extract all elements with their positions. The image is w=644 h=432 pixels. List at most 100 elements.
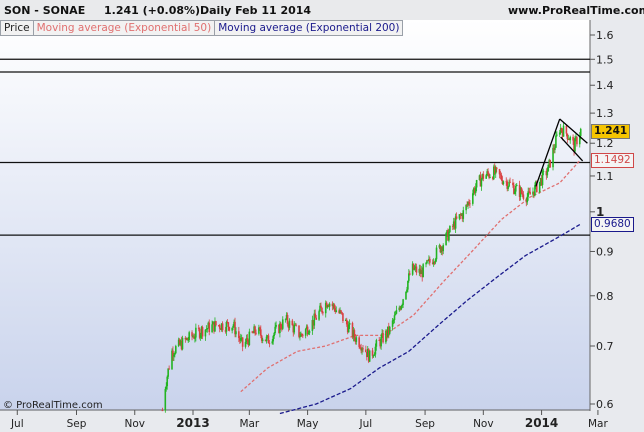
y-tick-label: 0.7 [596, 340, 614, 353]
candle-body [394, 313, 397, 316]
candle-body [529, 191, 531, 195]
candle-body [514, 191, 516, 194]
candle-body [438, 245, 441, 248]
candle-body [244, 341, 247, 347]
candle-body [268, 343, 271, 345]
candle-body [308, 330, 311, 334]
candle-body [255, 332, 257, 334]
candle-body [558, 132, 561, 135]
candle-body [347, 324, 350, 333]
candle-body [302, 334, 304, 336]
candle-body [165, 386, 168, 390]
ema200-line [279, 223, 582, 415]
candle-body [467, 202, 469, 206]
legend-ema50[interactable]: Moving average (Exponential 50) [33, 20, 216, 36]
candle-body [478, 175, 481, 181]
candle-body [411, 263, 414, 275]
candle-body [392, 320, 395, 321]
candle-body [358, 337, 360, 348]
candle-body [509, 181, 511, 183]
candle-body [311, 319, 314, 331]
candle-body [500, 174, 503, 181]
title-bar: SON - SONAE 1.241 (+0.08%) Daily Feb 11 … [0, 0, 644, 21]
candle-body [188, 332, 190, 340]
candle-body [432, 261, 435, 264]
candle-body [487, 171, 489, 174]
candle-body [266, 335, 269, 337]
candle-body [245, 338, 248, 342]
candle-body [526, 196, 529, 203]
candle-body [206, 328, 209, 330]
candle-body [199, 334, 202, 338]
candle-body [442, 245, 445, 252]
candle-body [301, 333, 303, 335]
candle-body [345, 319, 347, 321]
candle-body [507, 186, 509, 189]
candle-body [234, 321, 236, 335]
legend-price[interactable]: Price [0, 20, 34, 36]
candle-body [184, 337, 187, 340]
candle-body [280, 323, 282, 329]
candle-body [338, 310, 340, 313]
candle-body [567, 139, 570, 140]
flag-lower-trendline [560, 136, 584, 162]
y-tick-label: 0.8 [596, 290, 614, 303]
candle-body [421, 270, 423, 278]
candle-body [525, 198, 528, 203]
candle-body [238, 331, 240, 339]
candle-body [528, 191, 530, 193]
candle-body [532, 191, 534, 195]
candle-body [549, 159, 551, 168]
candle-body [233, 321, 235, 326]
candle-body [429, 258, 431, 263]
candle-body [439, 245, 442, 253]
candle-body [492, 177, 494, 180]
candle-body [418, 268, 421, 273]
candle-body [493, 166, 496, 174]
candle-body [333, 304, 336, 309]
candle-body [345, 319, 348, 325]
candle-body [479, 175, 482, 187]
candle-body [533, 191, 535, 196]
candle-body [499, 174, 502, 176]
candle-body [522, 194, 525, 199]
candle-body [576, 137, 578, 145]
candle-body [335, 310, 338, 312]
candle-body [366, 348, 369, 358]
candle-body [354, 337, 357, 342]
candle-body [428, 258, 430, 261]
interval-date-label: Daily Feb 11 2014 [200, 4, 312, 17]
legend-ema200[interactable]: Moving average (Exponential 200) [215, 20, 404, 36]
candle-body [286, 314, 289, 325]
candle-body [219, 328, 222, 330]
candle-body [565, 125, 568, 134]
candle-body [555, 135, 557, 148]
candle-body [220, 323, 223, 330]
candle-body [508, 181, 510, 187]
candle-body [468, 202, 470, 204]
candle-body [427, 260, 429, 262]
candle-body [341, 312, 343, 314]
candle-body [298, 325, 300, 337]
candle-body [360, 348, 362, 351]
x-tick-label: Sep [67, 418, 87, 430]
candle-body [434, 259, 437, 263]
candle-body [214, 321, 216, 332]
candle-body [275, 324, 277, 327]
candle-body [197, 327, 200, 329]
candle-body [535, 181, 537, 186]
candle-body [173, 354, 175, 357]
candle-body [536, 181, 538, 193]
x-tick-label: Mar [239, 418, 259, 430]
candle-body [218, 325, 221, 329]
candle-body [445, 233, 447, 246]
candle-body [172, 350, 174, 357]
candle-body [548, 159, 551, 165]
candle-body [241, 337, 244, 347]
candle-body [186, 338, 189, 341]
candle-body [274, 326, 276, 334]
candle-body [381, 333, 383, 337]
candle-body [285, 314, 288, 319]
candle-body [401, 304, 403, 307]
